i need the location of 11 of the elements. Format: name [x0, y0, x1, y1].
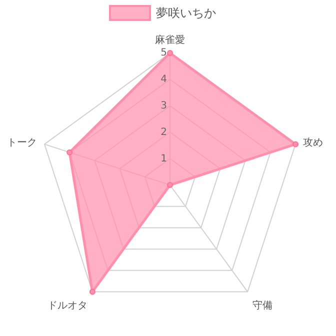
spoke-label: 守備	[252, 299, 272, 312]
y-tick-label: 5	[160, 48, 167, 59]
spoke-label: 攻め	[303, 136, 324, 149]
y-tick-label: 1	[160, 153, 167, 164]
y-tick-label: 3	[160, 100, 167, 112]
spoke-label: トーク	[6, 138, 37, 149]
spoke-label: 麻雀愛	[155, 34, 185, 46]
y-tick-label: 2	[160, 126, 167, 138]
spoke-label: ドルオタ	[48, 300, 88, 312]
y-tick-label: 4	[160, 74, 167, 86]
legend-label: 夢咲いちか	[156, 6, 216, 20]
